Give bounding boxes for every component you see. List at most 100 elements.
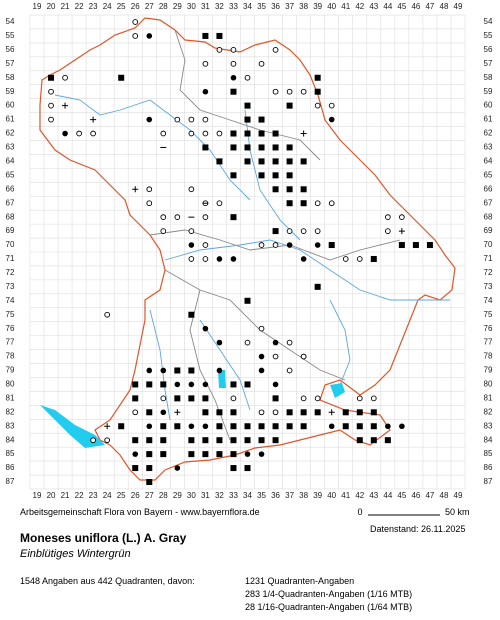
- square-marker: [328, 242, 335, 249]
- y-label: 57: [484, 59, 493, 68]
- open-marker: [342, 256, 349, 262]
- square-marker: [188, 367, 195, 374]
- y-label: 69: [6, 226, 15, 235]
- plus-marker: [398, 228, 405, 235]
- square-marker: [188, 437, 195, 444]
- dot-marker: [272, 381, 279, 388]
- y-label: 61: [6, 115, 15, 124]
- open-marker: [356, 395, 363, 402]
- square-marker: [230, 409, 237, 416]
- x-label: 23: [89, 2, 98, 11]
- dot-marker: [258, 353, 265, 360]
- dot-marker: [188, 381, 195, 388]
- open-marker: [132, 19, 139, 25]
- detail: 28 1/16-Quadranten-Angaben (1/64 MTB): [245, 602, 412, 612]
- plus-marker: [132, 186, 139, 193]
- open-marker: [216, 130, 223, 137]
- x-label: 44: [383, 2, 392, 11]
- open-marker: [244, 74, 251, 81]
- open-marker: [300, 228, 307, 234]
- square-marker: [216, 451, 223, 458]
- y-label: 75: [484, 310, 493, 319]
- scale-end: 50 km: [445, 507, 470, 517]
- y-label: 73: [484, 282, 493, 291]
- y-label: 82: [6, 407, 15, 416]
- square-marker: [258, 423, 265, 430]
- x-label: 45: [397, 2, 406, 11]
- y-label: 85: [6, 449, 15, 458]
- y-label: 62: [6, 129, 15, 138]
- open-marker: [328, 200, 335, 207]
- dot-marker: [174, 381, 181, 388]
- open-marker: [202, 214, 209, 221]
- x-label: 38: [299, 491, 308, 500]
- y-label: 63: [6, 143, 15, 152]
- rivers: [54, 94, 450, 421]
- square-marker: [146, 437, 153, 444]
- dot-marker: [230, 256, 237, 262]
- square-marker: [286, 172, 293, 179]
- square-marker: [370, 437, 377, 444]
- open-marker: [174, 116, 181, 123]
- open-marker: [132, 33, 139, 39]
- square-marker: [202, 32, 209, 39]
- square-marker: [230, 130, 237, 137]
- x-label: 35: [257, 491, 266, 500]
- open-marker: [300, 395, 307, 402]
- square-marker: [300, 200, 307, 207]
- y-label: 68: [484, 212, 493, 221]
- x-label: 40: [327, 2, 336, 11]
- dot-marker: [230, 74, 237, 81]
- y-label: 56: [6, 45, 15, 54]
- square-marker: [230, 437, 237, 444]
- x-label: 41: [341, 2, 350, 11]
- open-marker: [272, 409, 279, 416]
- dot-marker: [328, 116, 335, 123]
- x-label: 33: [229, 491, 238, 500]
- square-marker: [300, 186, 307, 193]
- square-marker: [258, 116, 265, 123]
- markers: [48, 19, 433, 485]
- open-marker: [202, 60, 209, 67]
- y-label: 85: [484, 449, 493, 458]
- y-label: 83: [6, 421, 15, 430]
- open-marker: [202, 242, 209, 248]
- square-marker: [272, 437, 279, 444]
- x-label: 45: [397, 491, 406, 500]
- y-label: 77: [484, 338, 493, 347]
- dot-marker: [160, 409, 167, 416]
- y-label: 66: [484, 184, 493, 193]
- open-marker: [272, 242, 279, 248]
- open-marker: [188, 116, 195, 123]
- dot-marker: [258, 451, 265, 457]
- dot-marker: [202, 423, 209, 430]
- square-marker: [258, 172, 265, 179]
- square-marker: [258, 158, 265, 165]
- open-marker: [370, 395, 377, 402]
- square-marker: [412, 242, 419, 249]
- y-label: 80: [6, 380, 15, 389]
- x-label: 26: [131, 2, 140, 11]
- x-label: 47: [425, 491, 434, 500]
- square-marker: [160, 437, 167, 444]
- y-label: 81: [6, 393, 15, 402]
- square-marker: [230, 172, 237, 179]
- date: Datenstand: 26.11.2025: [370, 524, 465, 534]
- square-marker: [230, 451, 237, 458]
- dot-marker: [216, 256, 223, 262]
- dot-marker: [202, 381, 209, 388]
- square-marker: [244, 102, 251, 109]
- dot-marker: [174, 465, 181, 471]
- y-label: 78: [6, 352, 15, 361]
- x-label: 27: [145, 2, 154, 11]
- y-label: 67: [484, 198, 493, 207]
- x-label: 29: [173, 491, 182, 500]
- y-label: 76: [484, 324, 493, 333]
- y-label: 59: [484, 87, 493, 96]
- y-label: 73: [6, 282, 15, 291]
- dot-marker: [328, 423, 335, 430]
- y-label: 72: [6, 268, 15, 277]
- square-marker: [216, 32, 223, 39]
- square-marker: [314, 283, 321, 290]
- state-border: [39, 17, 456, 481]
